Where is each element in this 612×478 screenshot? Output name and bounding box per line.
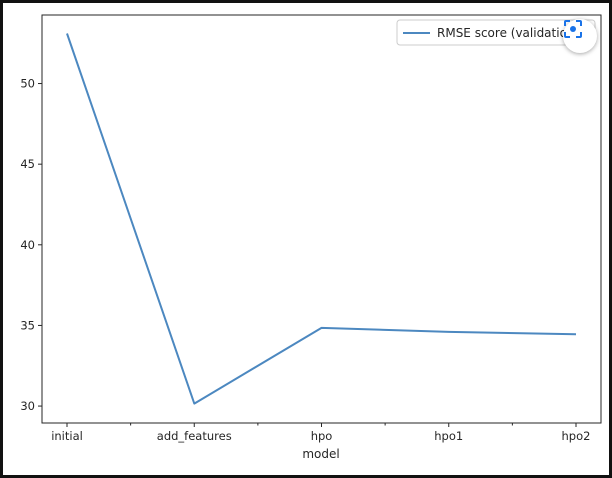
lens-scan-button[interactable]: [563, 19, 597, 53]
x-axis-label: model: [302, 447, 339, 461]
y-tick-label: 35: [20, 318, 35, 332]
y-tick-label: 30: [20, 399, 35, 413]
x-tick-label: hpo: [311, 429, 333, 443]
legend: RMSE score (validatio: [396, 19, 596, 46]
x-tick-label: initial: [51, 429, 83, 443]
x-tick-label: add_features: [157, 429, 232, 443]
x-tick-label: hpo2: [562, 429, 591, 443]
y-tick-label: 50: [20, 77, 35, 91]
series-line: [66, 33, 577, 405]
y-axis: 30 35 40 45 50: [20, 77, 42, 413]
legend-label: RMSE score (validatio: [437, 26, 567, 40]
x-axis: initial add_features hpo hpo1 hpo2: [51, 423, 590, 443]
y-tick-label: 45: [20, 157, 35, 171]
rmse-line-chart: 30 35 40 45 50 initial add_features hpo hpo1 hpo…: [20, 14, 602, 461]
y-tick-label: 40: [20, 238, 35, 252]
series-layer: [66, 33, 577, 405]
x-tick-label: hpo1: [434, 429, 463, 443]
plot-area: [41, 14, 602, 424]
lens-scan-icon: [564, 20, 582, 38]
chart-frame: 30 35 40 45 50 initial add_features hpo hpo1 hpo…: [3, 3, 609, 475]
